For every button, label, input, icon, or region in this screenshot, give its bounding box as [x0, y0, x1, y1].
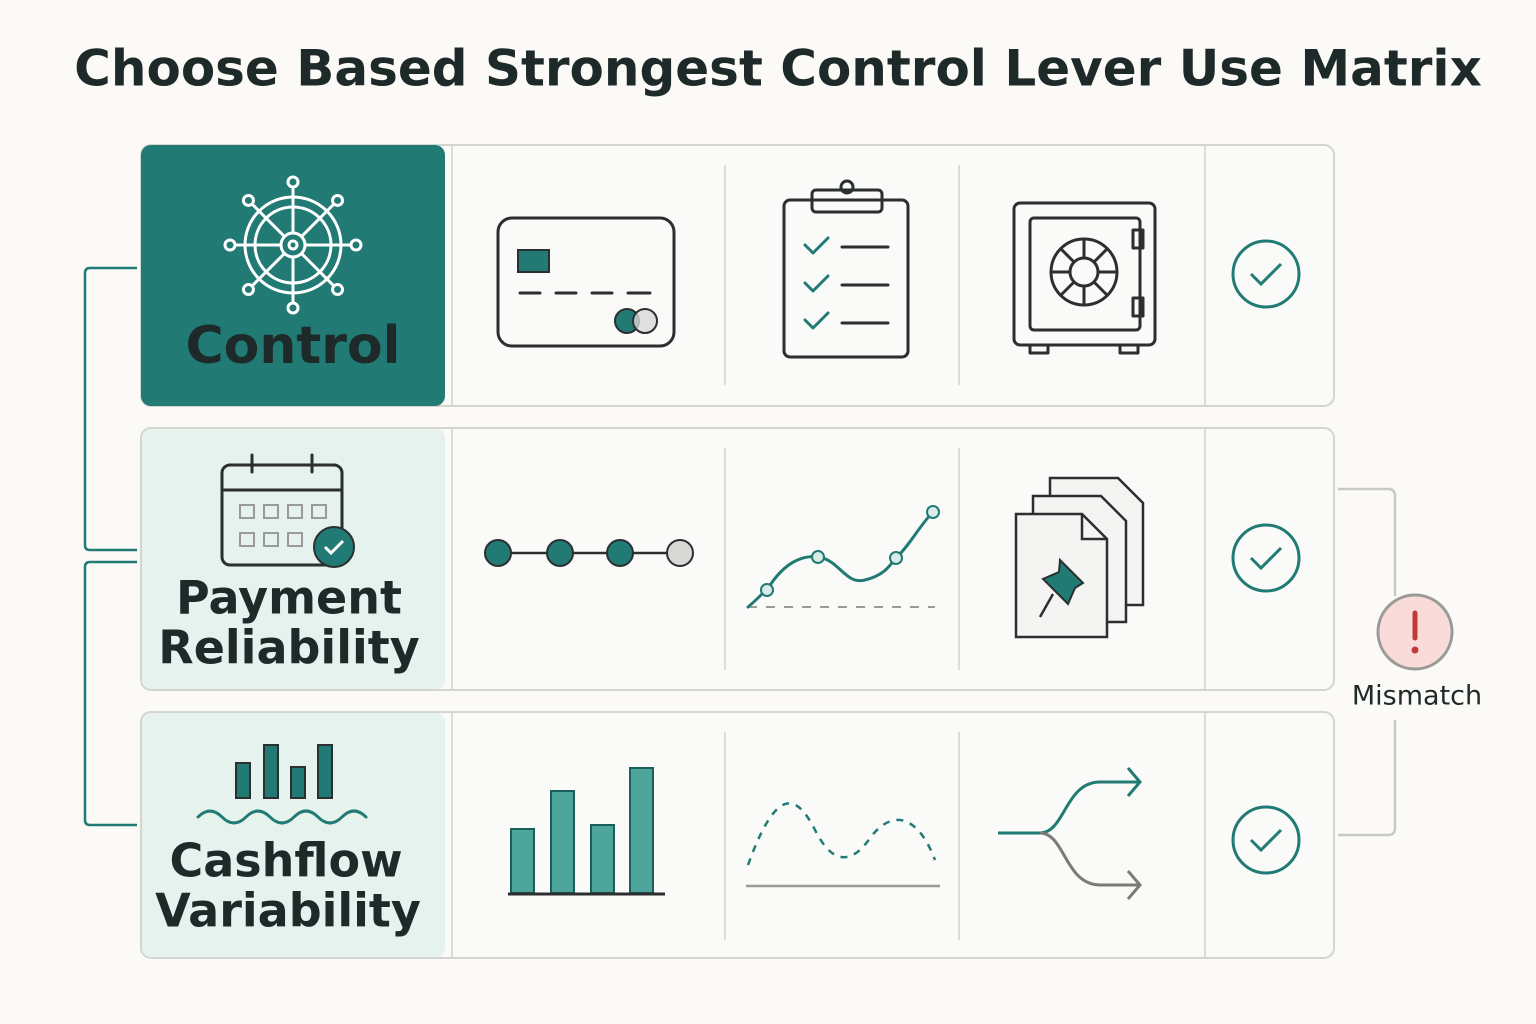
bracket — [1338, 487, 1397, 837]
row-header — [142, 429, 445, 689]
bracket — [83, 266, 137, 552]
row-label: Variability — [155, 884, 421, 938]
mismatch-icon — [1376, 593, 1454, 671]
mismatch-label: Mismatch — [1352, 681, 1482, 712]
row-label: Cashflow — [169, 834, 402, 888]
safe-icon — [1012, 201, 1157, 355]
helm-spoke — [300, 252, 336, 288]
row-label: Control — [186, 316, 401, 376]
timeline-icon — [484, 539, 694, 567]
row-label: Payment — [176, 571, 402, 625]
bars-wave-icon — [196, 744, 368, 825]
helm-spoke — [250, 252, 286, 288]
bracket — [83, 560, 137, 827]
trend-icon — [746, 505, 940, 609]
check-icons — [1231, 239, 1301, 875]
title: Choose Based Strongest Control Lever Use… — [74, 40, 1482, 98]
helm-knob — [349, 238, 363, 252]
dividers — [451, 146, 1206, 957]
wave-icon — [746, 802, 940, 888]
row — [140, 711, 1335, 959]
helm-knob — [223, 238, 237, 252]
helm-knob — [241, 283, 255, 297]
bar-chart-icon — [508, 767, 665, 896]
helm-knob — [286, 175, 300, 189]
helm-spoke — [250, 202, 286, 238]
split-icon — [998, 767, 1142, 900]
helm-knob — [331, 283, 345, 297]
documents-icon — [1014, 476, 1145, 639]
helm-icon — [223, 175, 363, 315]
row-label: Reliability — [158, 621, 419, 675]
helm-knob — [241, 193, 255, 207]
clipboard-icon — [782, 179, 910, 359]
calendar-icon — [220, 453, 355, 568]
row-header — [142, 713, 445, 957]
helm-spoke — [300, 202, 336, 238]
helm-knob — [331, 193, 345, 207]
helm-knob — [286, 301, 300, 315]
card-icon — [496, 216, 676, 348]
